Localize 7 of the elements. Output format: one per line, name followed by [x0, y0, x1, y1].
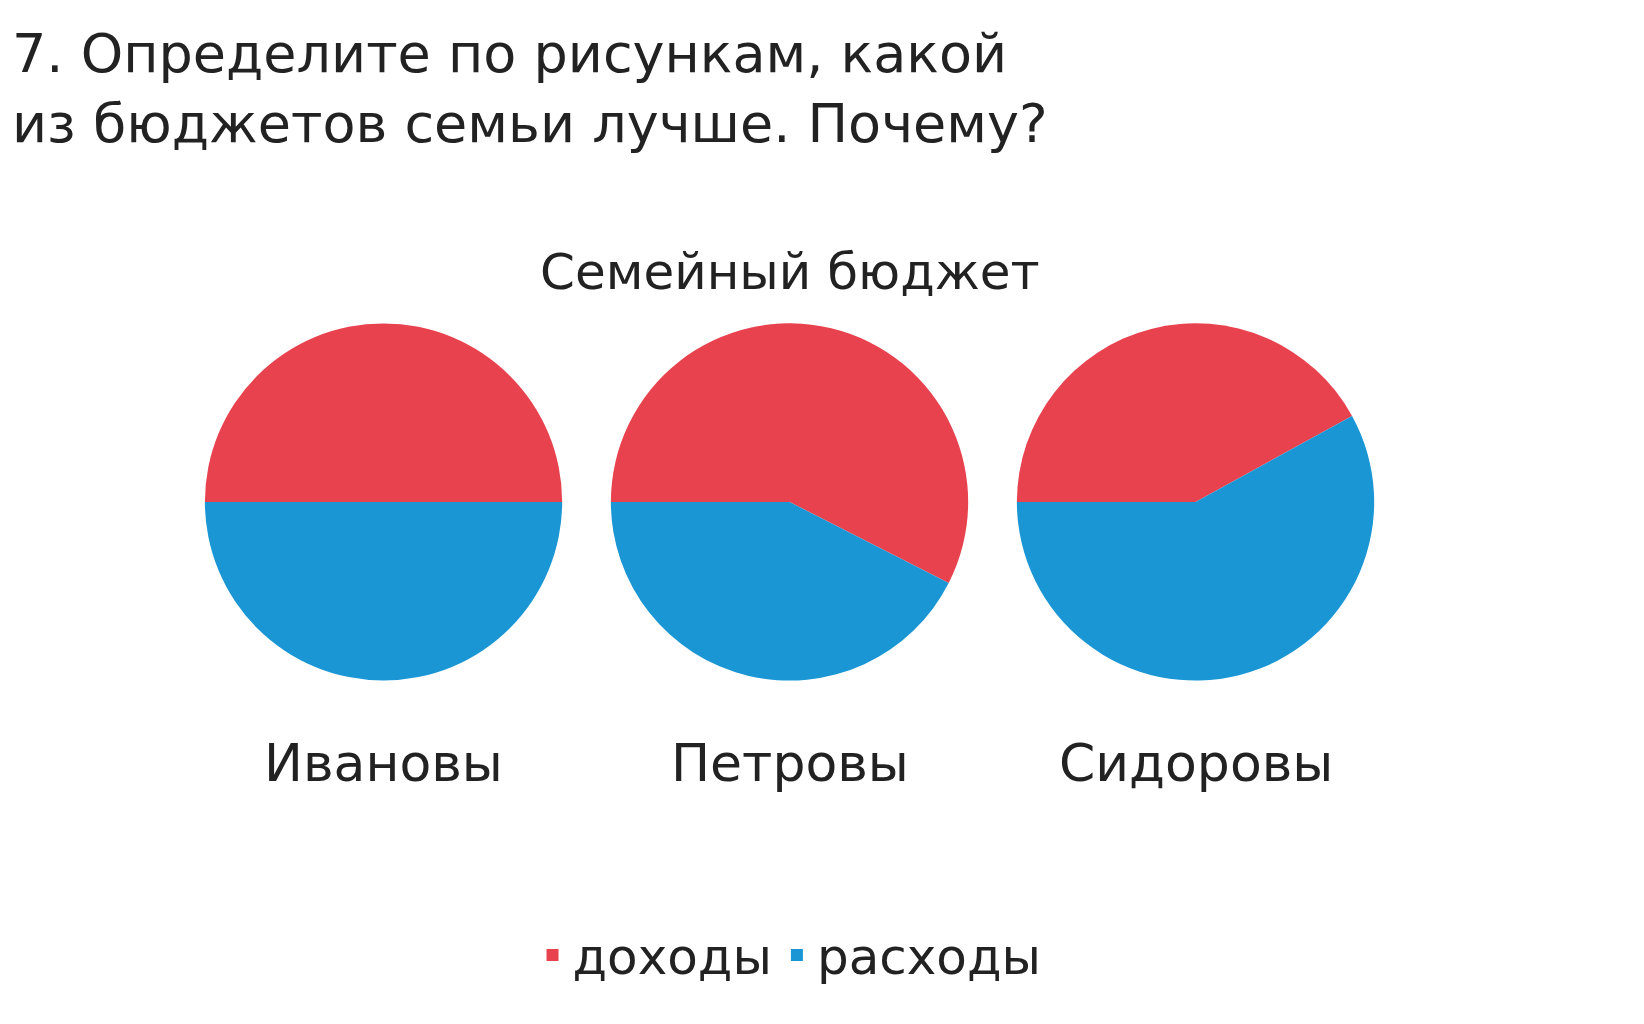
- legend-label: доходы: [572, 928, 772, 987]
- slice-label: Петровы: [671, 733, 909, 793]
- slice-label: Ивановы: [264, 733, 503, 793]
- chart-title: Семейный бюджет: [540, 243, 1040, 301]
- text: 7. Определите по рисункам, какой из бюджетов семьи лучше. Почему?: [12, 22, 1048, 156]
- slice-label: Сидоровы: [1059, 733, 1334, 793]
- legend-label: расходы: [816, 928, 1042, 987]
